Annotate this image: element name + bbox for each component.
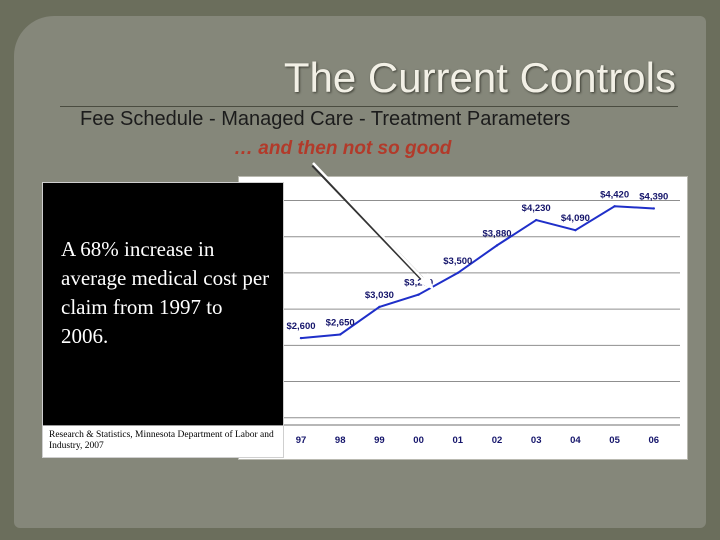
data-point bbox=[378, 305, 381, 309]
data-label: $3,880 bbox=[482, 228, 511, 239]
data-label: $2,650 bbox=[326, 317, 355, 328]
chart-data-labels: $2,600 $2,650 $3,030 $3,200 $3,500 $3,880 $4,2… bbox=[286, 189, 668, 332]
data-point bbox=[613, 205, 616, 208]
slide-title: The Current Controls bbox=[283, 54, 676, 101]
callout-text: A 68% increase in average medical cost p… bbox=[61, 237, 270, 348]
data-point bbox=[652, 207, 655, 210]
callout-box: A 68% increase in average medical cost p… bbox=[42, 182, 284, 458]
x-tick-label: 99 bbox=[374, 435, 385, 446]
chart-x-ticks: 97 98 99 00 01 02 03 04 05 06 bbox=[296, 435, 659, 446]
data-label: $3,030 bbox=[365, 290, 394, 301]
data-point bbox=[456, 271, 459, 275]
chart-series bbox=[299, 205, 655, 340]
x-tick-label: 01 bbox=[453, 435, 464, 446]
data-label: $4,420 bbox=[600, 189, 629, 200]
data-point bbox=[535, 218, 538, 222]
data-label: $3,200 bbox=[404, 278, 433, 289]
data-point bbox=[574, 228, 577, 232]
title-divider bbox=[60, 106, 678, 107]
data-point bbox=[417, 293, 420, 296]
x-tick-label: 06 bbox=[649, 435, 660, 446]
x-tick-label: 00 bbox=[413, 435, 424, 446]
data-point bbox=[495, 244, 499, 247]
arrow-shaft bbox=[312, 162, 427, 283]
x-tick-label: 98 bbox=[335, 435, 346, 446]
x-tick-label: 02 bbox=[492, 435, 503, 446]
x-tick-label: 04 bbox=[570, 435, 581, 446]
data-point bbox=[339, 333, 342, 336]
data-label: $4,390 bbox=[639, 191, 668, 202]
data-point bbox=[299, 336, 303, 340]
source-citation: Research & Statistics, Minnesota Departm… bbox=[43, 425, 283, 457]
data-label: $3,500 bbox=[443, 256, 472, 267]
data-label: $4,230 bbox=[522, 203, 551, 214]
data-label: $4,090 bbox=[561, 213, 590, 224]
data-label: $2,600 bbox=[286, 321, 315, 332]
x-tick-label: 03 bbox=[531, 435, 542, 446]
arrow-head bbox=[418, 273, 434, 290]
x-tick-label: 05 bbox=[609, 435, 620, 446]
slide-subtitle: Fee Schedule - Managed Care - Treatment … bbox=[80, 108, 571, 130]
caveat-text: … and then not so good bbox=[234, 138, 452, 159]
x-tick-label: 97 bbox=[296, 435, 307, 446]
series-line bbox=[300, 205, 654, 340]
